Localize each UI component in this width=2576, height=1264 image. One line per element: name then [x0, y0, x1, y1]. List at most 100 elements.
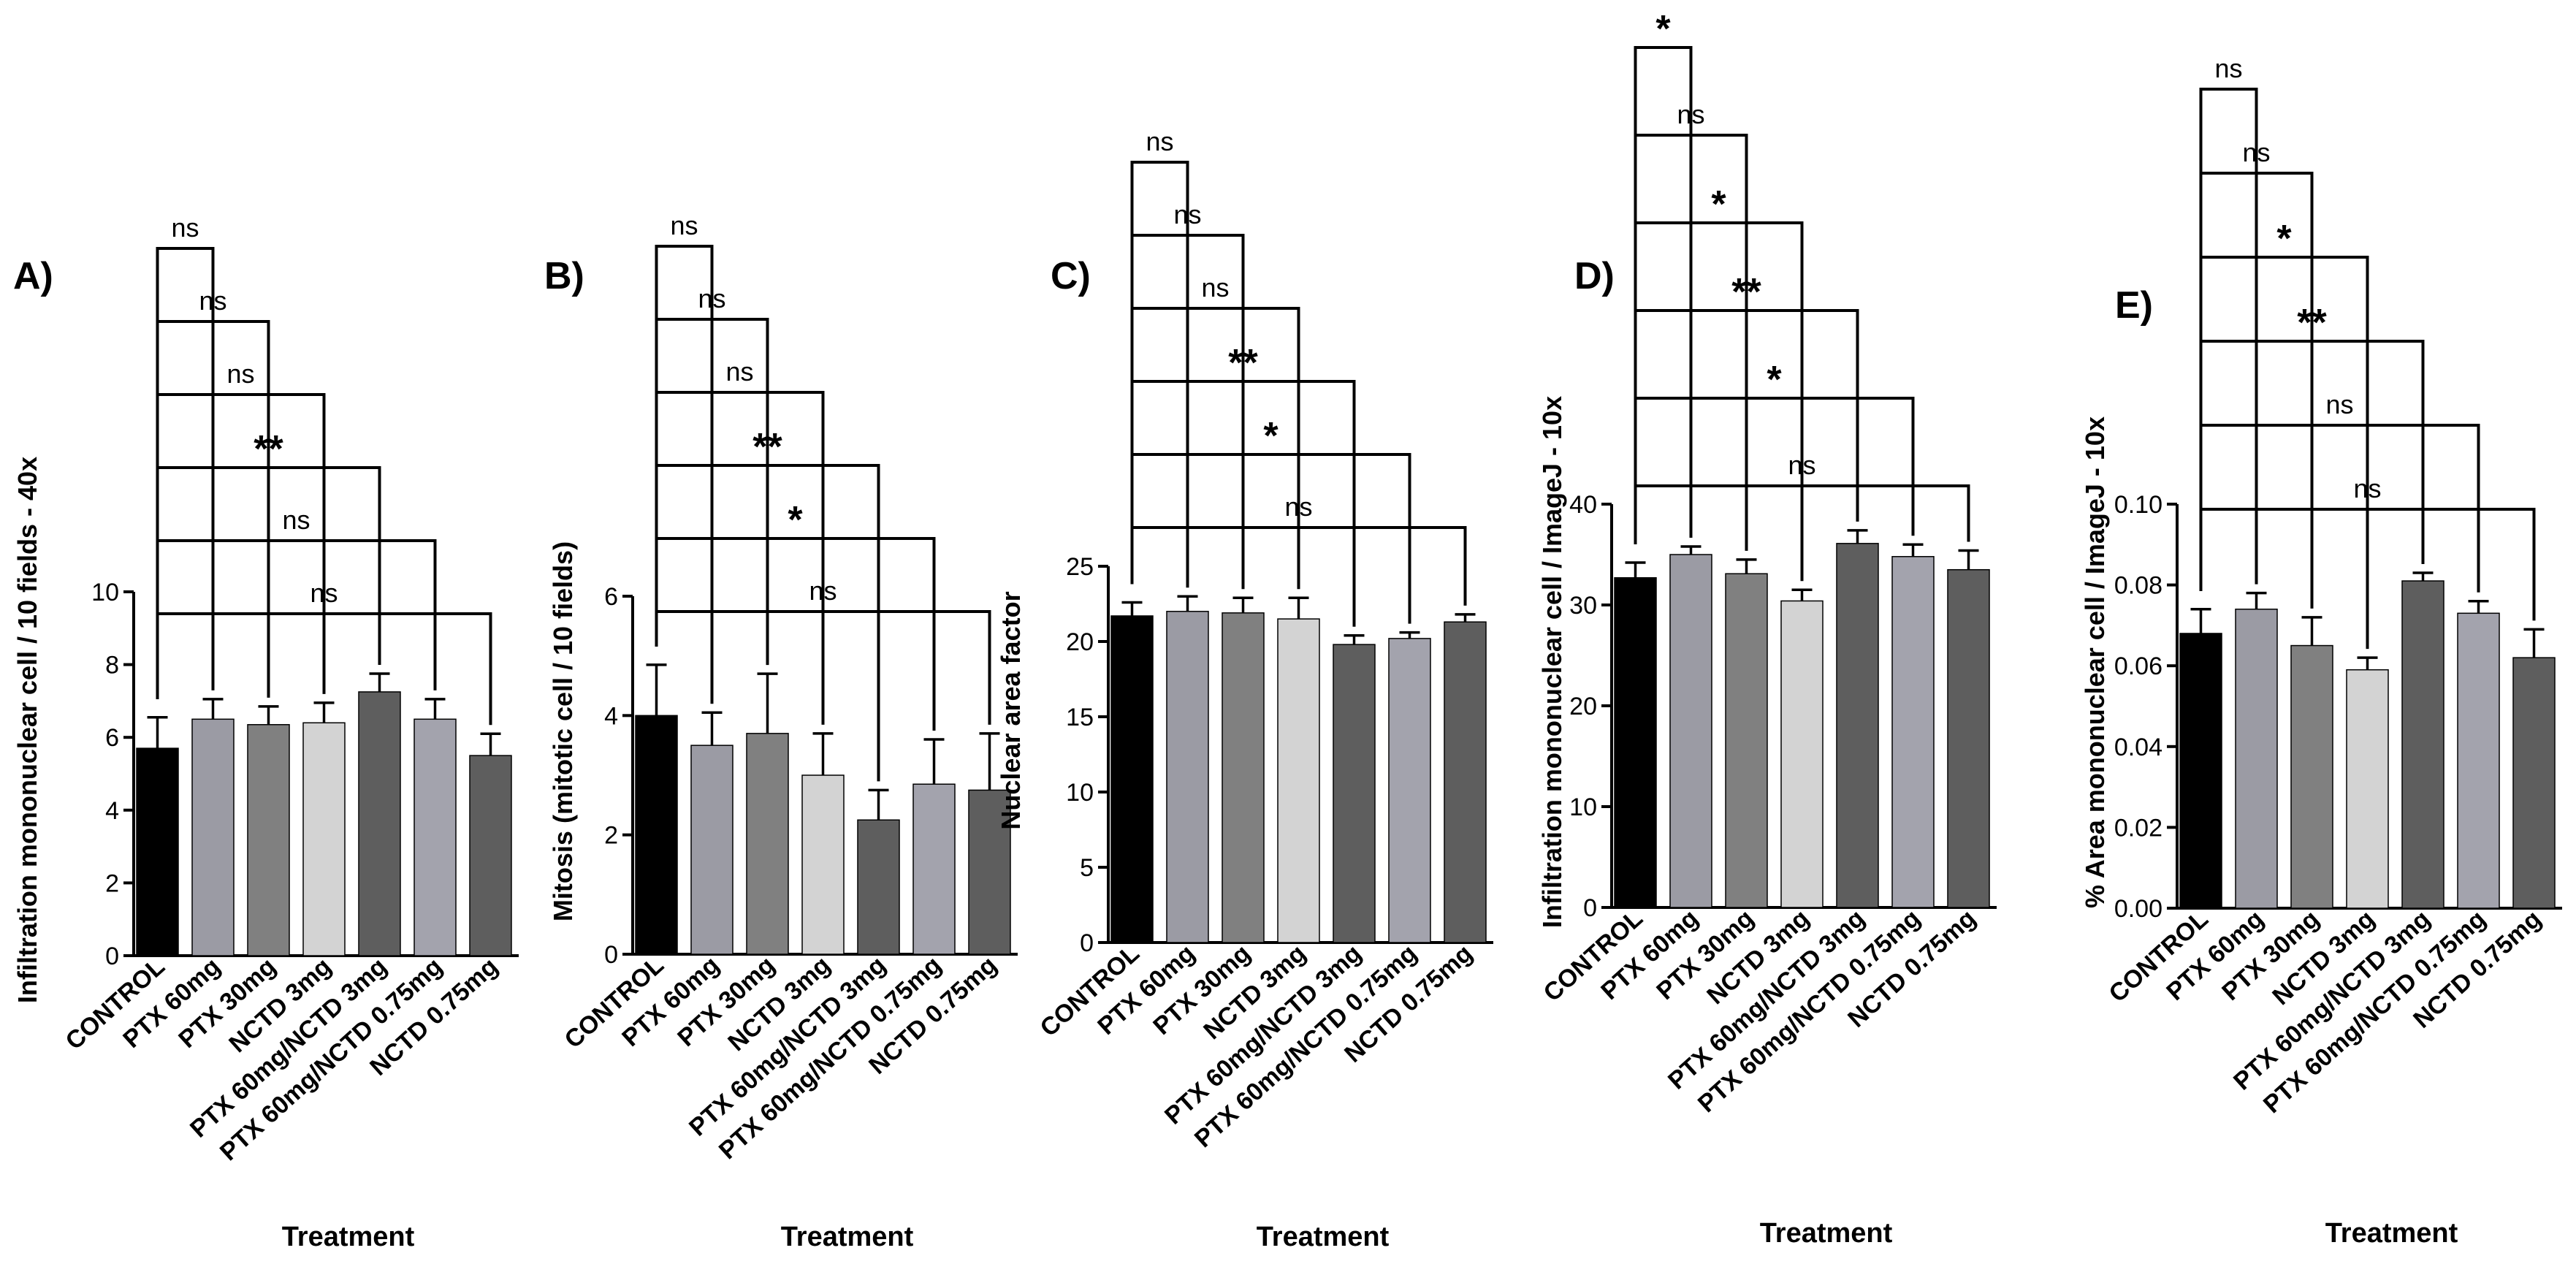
- y-tick-label: 0.08: [2114, 572, 2162, 600]
- y-tick-label: 4: [604, 702, 618, 730]
- bar: [1166, 611, 1209, 943]
- bar: [136, 747, 179, 956]
- bar: [414, 718, 457, 956]
- y-tick-label: 0.00: [2114, 895, 2162, 923]
- bar: [1444, 621, 1487, 943]
- significance-label: **: [1731, 271, 1761, 313]
- bar: [746, 733, 789, 955]
- significance-bracket: [1130, 453, 1411, 624]
- significance-bracket: [655, 245, 714, 704]
- y-tick-label: 8: [105, 652, 119, 679]
- significance-bracket: [1634, 221, 1804, 582]
- significance-label: ns: [1146, 126, 1173, 156]
- bar: [1110, 615, 1154, 943]
- bar: [1388, 638, 1431, 943]
- significance-label: *: [1263, 415, 1279, 457]
- significance-label: ns: [171, 213, 199, 243]
- significance-label: ns: [809, 576, 837, 606]
- significance-label: *: [1711, 183, 1726, 226]
- bar: [2290, 644, 2333, 909]
- bar: [801, 774, 845, 955]
- bar: [968, 789, 1011, 955]
- bar: [469, 755, 512, 956]
- y-tick-label: 4: [105, 797, 119, 825]
- bar: [1277, 618, 1320, 943]
- y-axis-title: Infiltration mononuclear cell / ImageJ -…: [1537, 396, 1567, 928]
- bar: [1891, 556, 1935, 908]
- y-tick-label: 0: [1080, 929, 1094, 957]
- x-axis-title: Treatment: [2325, 1218, 2458, 1249]
- y-tick-label: 20: [1066, 628, 1094, 656]
- significance-label: ns: [698, 283, 725, 313]
- bar: [247, 724, 290, 956]
- y-tick-label: 30: [1569, 592, 1597, 620]
- bar: [2457, 612, 2500, 909]
- y-tick-label: 10: [1569, 793, 1597, 821]
- significance-label: **: [752, 426, 782, 468]
- significance-bracket: [655, 537, 936, 731]
- bar: [2512, 657, 2556, 909]
- y-axis-title: Mitosis (mitotic cell / 10 fields): [548, 541, 578, 921]
- bar: [358, 691, 401, 956]
- significance-label: ns: [199, 286, 226, 316]
- significance-label: *: [1767, 359, 1782, 401]
- y-tick-label: 2: [105, 869, 119, 897]
- y-tick-label: 0: [604, 941, 618, 969]
- significance-bracket: [655, 391, 825, 725]
- significance-label: ns: [1284, 492, 1312, 522]
- y-tick-label: 0.06: [2114, 652, 2162, 680]
- panel-label: A): [13, 255, 53, 297]
- significance-label: ns: [2353, 473, 2381, 503]
- significance-bracket: [1634, 397, 1915, 545]
- bar: [1947, 568, 1990, 908]
- y-tick-label: 10: [91, 579, 119, 606]
- significance-bracket: [156, 612, 492, 726]
- x-axis-title: Treatment: [1257, 1222, 1390, 1252]
- significance-label: ns: [1201, 273, 1229, 302]
- significance-label: ns: [1788, 450, 1815, 480]
- significance-label: **: [254, 428, 283, 471]
- y-tick-label: 40: [1569, 491, 1597, 519]
- panel-a: A) 0 2 4 6 8 10 Infiltration mononuclear cell /…: [12, 213, 519, 1252]
- bar: [2179, 633, 2222, 909]
- bar: [2235, 609, 2278, 909]
- bar: [1836, 543, 1879, 908]
- bar: [1725, 573, 1768, 908]
- y-axis-title: Infiltration mononuclear cell / 10 field…: [12, 457, 42, 1003]
- panel-label: B): [544, 255, 584, 297]
- bar: [191, 718, 235, 956]
- bar: [912, 783, 956, 955]
- significance-label: ns: [670, 210, 698, 240]
- x-axis-title: Treatment: [781, 1222, 914, 1252]
- significance-label: ns: [2325, 389, 2353, 419]
- significance-bracket: [156, 247, 215, 699]
- significance-label: ns: [310, 578, 338, 608]
- significance-label: ns: [2214, 53, 2242, 83]
- y-tick-label: 6: [105, 724, 119, 752]
- x-axis-title: Treatment: [282, 1222, 415, 1252]
- bar: [1333, 644, 1376, 943]
- significance-label: **: [1228, 342, 1258, 384]
- bar: [1780, 600, 1824, 908]
- bar: [302, 722, 346, 956]
- significance-bracket: [156, 393, 326, 699]
- significance-bracket: [156, 539, 437, 699]
- significance-bracket: [2199, 508, 2536, 621]
- y-tick-label: 2: [604, 822, 618, 850]
- y-axis-title: Nuclear area factor: [996, 591, 1026, 829]
- significance-label: ns: [1677, 99, 1704, 129]
- significance-label: *: [2276, 218, 2292, 260]
- y-tick-label: 6: [604, 583, 618, 611]
- panel-label: E): [2115, 284, 2153, 327]
- panel-b: B) 0 2 4 6 Mitosis (mitotic cell / 10 fields)…: [544, 210, 1018, 1252]
- panel-e: E) 0.00 0.02 0.04 0.06 0.08 0.10% Area mononuc…: [2080, 53, 2562, 1249]
- significance-label: *: [1655, 8, 1671, 50]
- significance-label: ns: [1173, 199, 1201, 229]
- y-tick-label: 0.10: [2114, 491, 2162, 519]
- significance-bracket: [1634, 484, 1970, 545]
- y-tick-label: 25: [1066, 553, 1094, 581]
- significance-label: *: [788, 499, 803, 541]
